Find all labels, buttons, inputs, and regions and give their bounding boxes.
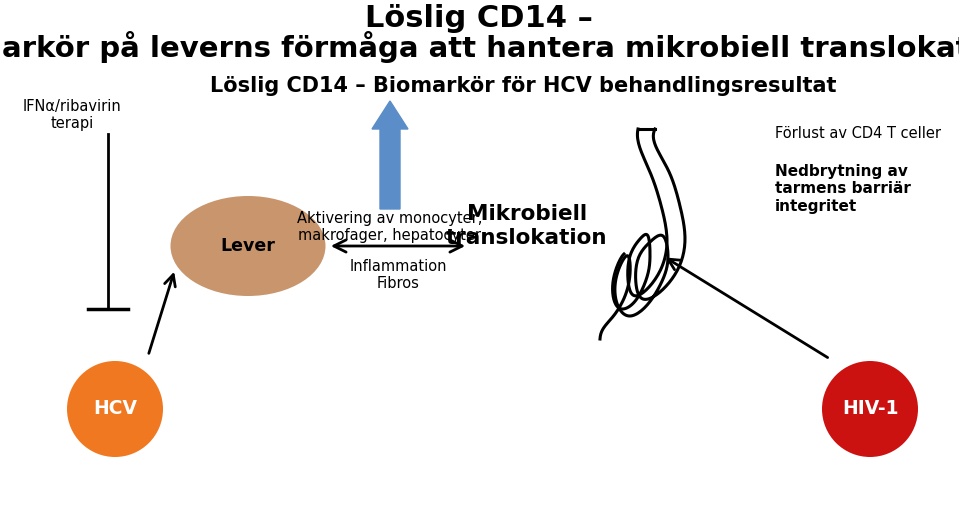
Text: HIV-1: HIV-1 xyxy=(842,399,899,418)
Text: Nedbrytning av
tarmens barriär
integritet: Nedbrytning av tarmens barriär integrite… xyxy=(775,164,911,214)
Text: Löslig CD14 – Biomarkör för HCV behandlingsresultat: Löslig CD14 – Biomarkör för HCV behandli… xyxy=(210,76,836,96)
Text: Inflammation
Fibros: Inflammation Fibros xyxy=(349,259,447,291)
Text: Förlust av CD4 T celler: Förlust av CD4 T celler xyxy=(775,126,941,141)
Text: Mikrobiell
translokation: Mikrobiell translokation xyxy=(446,205,608,248)
Circle shape xyxy=(822,361,918,457)
FancyArrow shape xyxy=(372,101,408,209)
Text: HCV: HCV xyxy=(93,399,137,418)
Text: IFNα/ribavirin
terapi: IFNα/ribavirin terapi xyxy=(23,99,122,132)
Circle shape xyxy=(67,361,163,457)
Text: En markör på leverns förmåga att hantera mikrobiell translokation?: En markör på leverns förmåga att hantera… xyxy=(0,31,959,63)
Ellipse shape xyxy=(171,196,325,296)
Text: Lever: Lever xyxy=(221,237,275,255)
Text: Löslig CD14 –: Löslig CD14 – xyxy=(365,4,593,33)
Text: Aktivering av monocyter,
makrofager, hepatocyter: Aktivering av monocyter, makrofager, hep… xyxy=(297,211,482,244)
